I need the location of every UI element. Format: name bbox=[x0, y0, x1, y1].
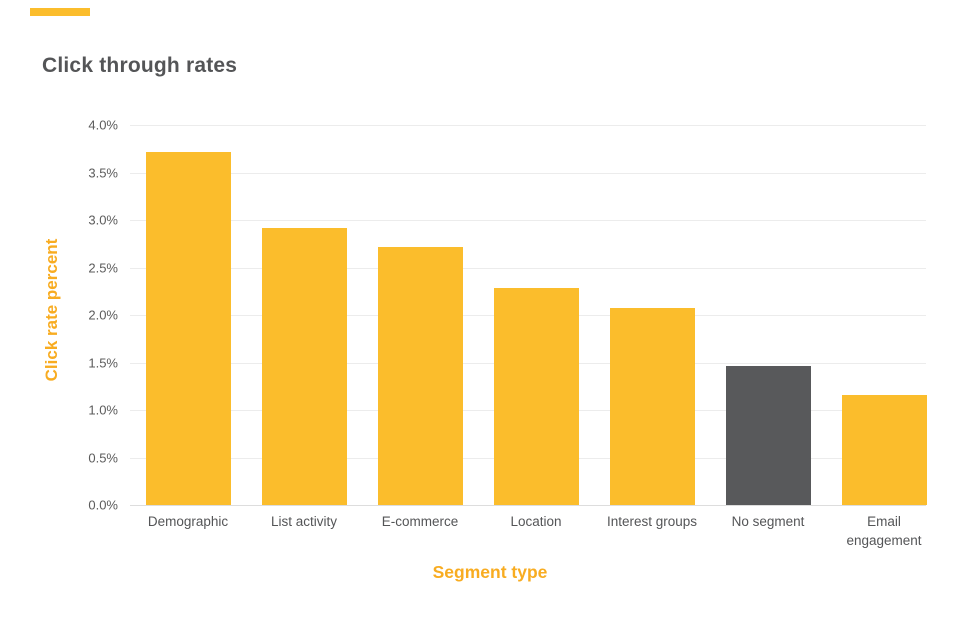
y-tick-label: 2.0% bbox=[88, 307, 118, 323]
bars bbox=[130, 125, 942, 505]
bar-slot bbox=[362, 125, 478, 505]
plot-area bbox=[130, 125, 942, 506]
bar-interest-groups[interactable] bbox=[609, 308, 695, 505]
bar-slot bbox=[594, 125, 710, 505]
bar-location[interactable] bbox=[493, 288, 579, 505]
bar-slot bbox=[478, 125, 594, 505]
x-tick-slot: Location bbox=[478, 513, 594, 551]
gridline bbox=[130, 220, 926, 221]
bar-email-engagement[interactable] bbox=[841, 394, 927, 505]
gridline bbox=[130, 172, 926, 174]
x-tick-label: Email engagement bbox=[846, 514, 922, 548]
gridline bbox=[130, 125, 926, 126]
y-tick-label: 0.5% bbox=[88, 450, 118, 465]
x-tick-slot: Email engagement bbox=[826, 513, 942, 551]
x-tick-label: Location bbox=[510, 514, 562, 529]
x-tick-slot: Interest groups bbox=[594, 513, 710, 551]
bar-list-activity[interactable] bbox=[261, 227, 347, 505]
bar-slot bbox=[130, 125, 246, 505]
y-tick-label: 1.0% bbox=[88, 402, 118, 418]
bar-slot bbox=[710, 125, 826, 505]
bar-demographic[interactable] bbox=[145, 151, 231, 505]
x-tick-slot: Demographic bbox=[130, 513, 246, 551]
x-axis-title: Segment type bbox=[432, 562, 548, 582]
bar-slot bbox=[246, 125, 362, 505]
x-tick-label: No segment bbox=[731, 514, 805, 529]
bar-e-commerce[interactable] bbox=[377, 246, 463, 505]
x-tick-labels: Demographic List activity E-commerce Locati… bbox=[130, 513, 942, 551]
y-tick-label: 1.5% bbox=[88, 355, 118, 370]
x-tick-label: E-commerce bbox=[381, 514, 459, 529]
x-tick-slot: E-commerce bbox=[362, 513, 478, 551]
gridline bbox=[130, 267, 926, 269]
y-tick-label: 3.0% bbox=[88, 212, 118, 228]
y-tick-labels: 4.0% 3.5% 3.0% 2.5% 2.0% 1.5% 1.0% 0.5% 0.0% bbox=[30, 118, 118, 513]
y-tick-label: 0.0% bbox=[88, 497, 118, 513]
x-tick-label: List activity bbox=[270, 514, 338, 529]
x-tick-slot: No segment bbox=[710, 513, 826, 551]
x-tick-slot: List activity bbox=[246, 513, 362, 551]
x-tick-label: Interest groups bbox=[606, 514, 698, 529]
x-tick-label: Demographic bbox=[147, 514, 229, 529]
y-tick-label: 3.5% bbox=[88, 165, 118, 180]
bar-slot bbox=[826, 125, 942, 505]
chart-title: Click through rates bbox=[42, 54, 238, 77]
y-tick-label: 4.0% bbox=[88, 117, 118, 133]
gridline bbox=[130, 505, 926, 506]
bar-no-segment[interactable] bbox=[725, 366, 811, 505]
accent-bar bbox=[30, 8, 90, 16]
y-tick-label: 2.5% bbox=[88, 260, 118, 275]
